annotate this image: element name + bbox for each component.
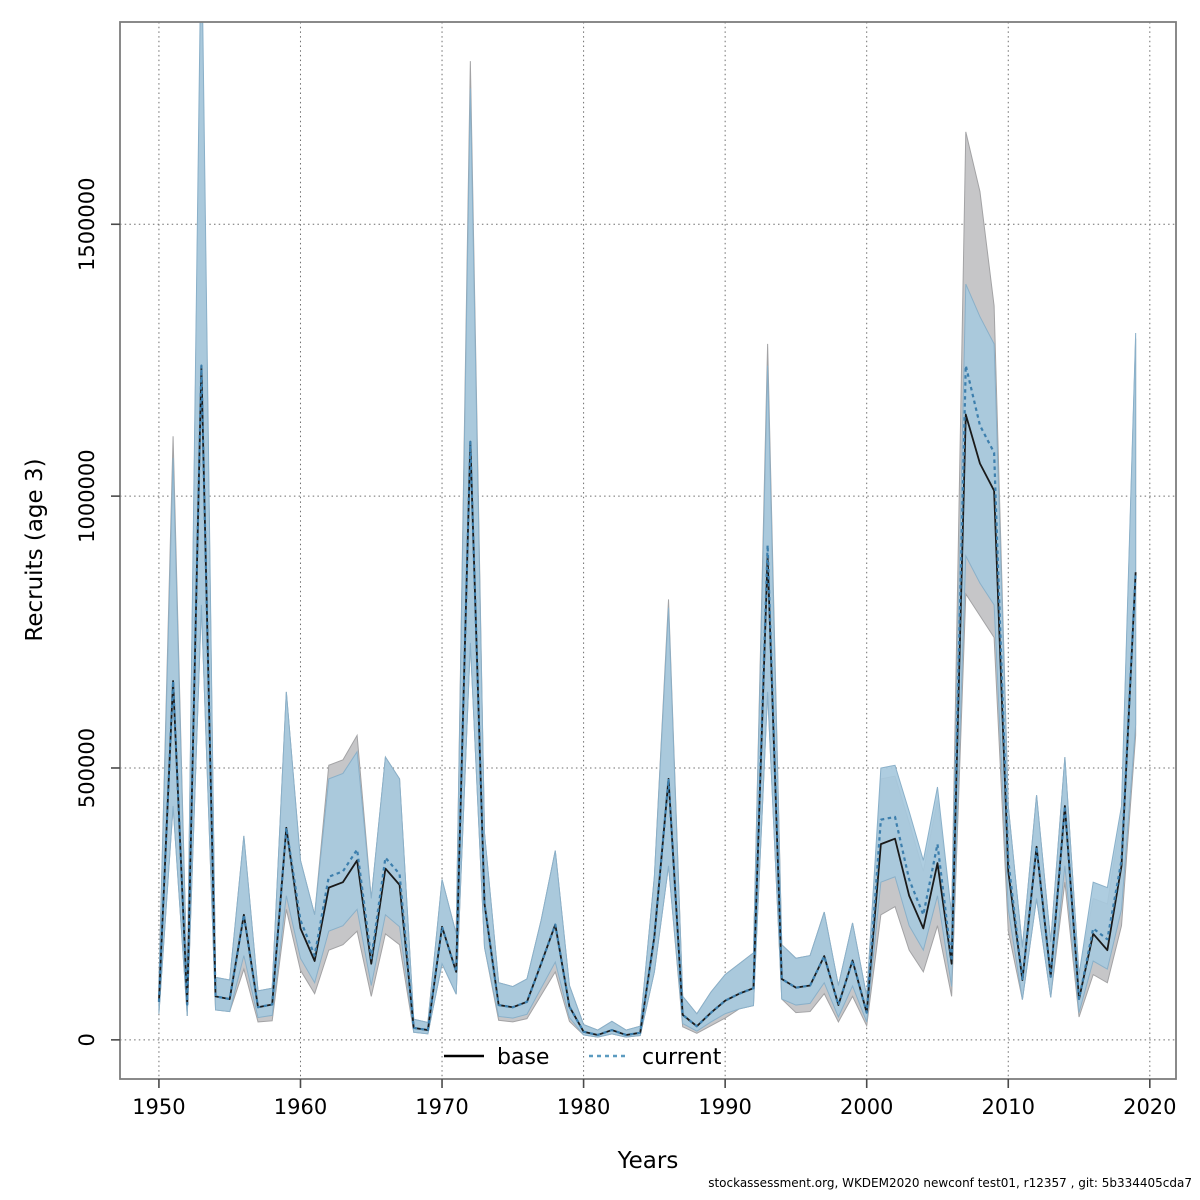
x-tick-label: 1950 (132, 1095, 185, 1119)
x-tick-label: 1960 (274, 1095, 327, 1119)
x-tick-label: 2000 (840, 1095, 893, 1119)
current-confidence-band (158, 22, 1137, 1038)
x-tick-label: 2010 (982, 1095, 1035, 1119)
footer-citation: stockassessment.org, WKDEM2020 newconf t… (708, 1176, 1192, 1190)
data-layer (157, 22, 1137, 1038)
axis-ticks (111, 223, 1151, 1088)
y-tick-label: 0 (75, 1033, 99, 1046)
x-axis-title: Years (617, 1148, 679, 1174)
x-tick-label: 1990 (698, 1095, 751, 1119)
y-axis-title: Recruits (age 3) (22, 458, 48, 641)
legend-base-label: base (497, 1045, 549, 1070)
x-tick-label: 2020 (1123, 1095, 1176, 1119)
y-tick-label: 1000000 (75, 449, 99, 543)
y-tick-label: 500000 (75, 728, 99, 808)
current-median-line (157, 364, 1137, 1037)
tick-labels: 1950 1960 1970 1980 1990 2000 2010 2020 0 500000 1… (75, 177, 1177, 1119)
plot-frame (119, 21, 1177, 1080)
y-tick-label: 1500000 (75, 177, 99, 271)
x-tick-label: 1980 (557, 1095, 610, 1119)
legend-current-label: current (642, 1045, 722, 1070)
legend: base current (444, 1045, 722, 1070)
x-tick-label: 1970 (415, 1095, 468, 1119)
